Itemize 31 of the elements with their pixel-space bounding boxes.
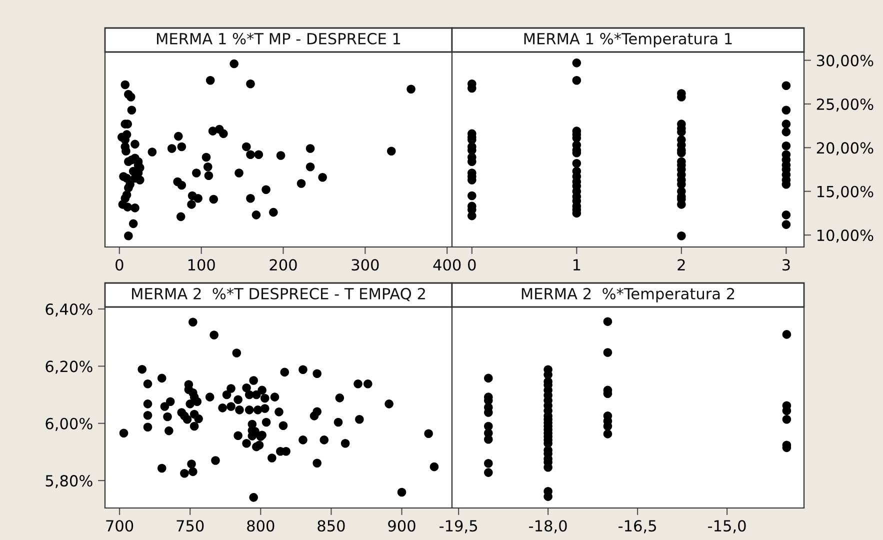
x-tick-label: 0 — [468, 259, 476, 271]
chart-title: MERMA 2 %*T DESPRECE - T EMPAQ 2 — [132, 288, 425, 302]
x-tick-label: 800 — [247, 520, 274, 532]
x-tick-label: 700 — [106, 520, 134, 532]
y-tick-label: 25,00% — [816, 98, 874, 112]
y-tick-label: 6,40% — [46, 303, 92, 317]
x-tick-label: -19,5 — [440, 520, 477, 534]
x-tick-label: 1 — [573, 259, 580, 270]
x-tick-label: 900 — [388, 520, 416, 532]
y-tick-label: 6,20% — [46, 360, 92, 374]
y-tick-label: 6,00% — [46, 418, 92, 431]
chart-title: MERMA 1 %*T MP - DESPRECE 1 — [157, 32, 400, 44]
x-tick-label: -15,0 — [708, 520, 746, 534]
x-tick-label: 2 — [678, 259, 685, 270]
y-tick-label: 15,00% — [817, 186, 874, 199]
x-tick-label: 300 — [352, 259, 379, 271]
y-tick-label: 10,00% — [817, 229, 874, 243]
x-tick-label: 200 — [270, 259, 297, 271]
x-tick-label: -16,5 — [618, 520, 656, 534]
x-tick-label: 750 — [176, 520, 204, 532]
x-tick-label: 3 — [782, 259, 790, 271]
y-tick-label: 30,00% — [816, 54, 874, 68]
chart-title: MERMA 1 %*Temperatura 1 — [524, 32, 732, 48]
y-tick-label: 20,00% — [816, 142, 874, 156]
x-tick-label: 850 — [318, 520, 345, 532]
x-tick-label: 0 — [116, 259, 124, 271]
x-tick-label: 100 — [188, 259, 215, 271]
x-tick-label: -18,0 — [529, 520, 567, 534]
chart-title: MERMA 2 %*Temperatura 2 — [522, 288, 734, 302]
y-tick-label: 5,80% — [46, 475, 92, 488]
x-tick-label: 400 — [433, 259, 461, 271]
